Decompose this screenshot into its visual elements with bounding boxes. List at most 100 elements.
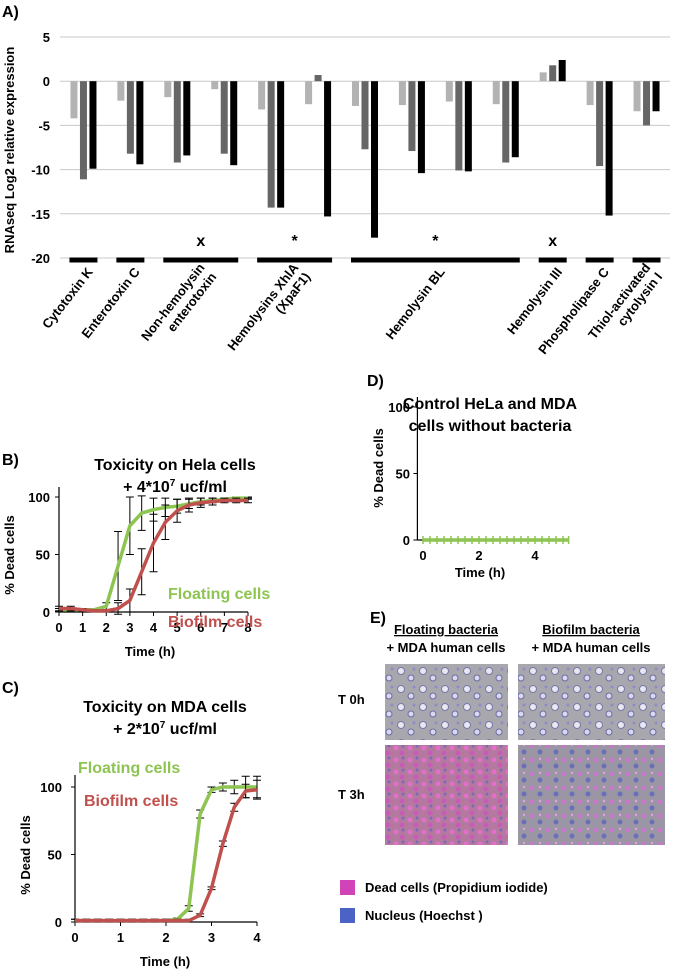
y-tick-label: 5 xyxy=(43,30,50,45)
bar xyxy=(586,81,594,106)
bar xyxy=(314,75,322,82)
y-tick-label: 0 xyxy=(403,533,410,548)
bar xyxy=(305,81,313,105)
x-tick-label: 4 xyxy=(150,620,158,635)
x-axis-label: Time (h) xyxy=(125,644,175,659)
bar xyxy=(117,81,125,101)
group-label: Hemolysins XhlA(XpaF1) xyxy=(224,260,313,363)
x-tick-label: 7 xyxy=(221,620,228,635)
bar xyxy=(652,81,660,112)
y-axis-label: % Dead cells xyxy=(18,815,33,895)
subtitle-text: ucf/ml xyxy=(175,479,227,496)
legend-label: Dead cells (Propidium iodide) xyxy=(365,880,548,895)
series-label: Floating cells xyxy=(168,586,270,603)
x-tick-label: 2 xyxy=(103,620,110,635)
subtitle-text: ucf/ml xyxy=(165,721,217,738)
x-tick-label: 5 xyxy=(174,620,181,635)
bar xyxy=(464,81,472,172)
x-tick-label: 4 xyxy=(253,930,261,945)
bar xyxy=(79,81,87,180)
bar xyxy=(539,72,547,82)
y-tick-label: 100 xyxy=(40,780,62,795)
x-tick-label: 8 xyxy=(244,620,251,635)
legend-label: Nucleus (Hoechst ) xyxy=(365,908,483,923)
bar xyxy=(633,81,641,112)
x-tick-label: 3 xyxy=(126,620,133,635)
micrograph xyxy=(518,664,665,740)
bar xyxy=(126,81,134,154)
x-tick-label: 2 xyxy=(162,930,169,945)
y-axis-label: % Dead cells xyxy=(2,515,17,595)
x-tick-label: 4 xyxy=(531,548,539,563)
y-tick-label: -15 xyxy=(31,207,50,222)
x-tick-label: 1 xyxy=(79,620,86,635)
bar xyxy=(220,81,228,154)
y-tick-label: -10 xyxy=(31,163,50,178)
bar xyxy=(70,81,78,119)
series-label: Biofilm cells xyxy=(84,793,178,810)
bar xyxy=(371,81,378,238)
bar xyxy=(136,81,144,165)
series-label: Floating cells xyxy=(78,760,180,777)
significance-mark: x xyxy=(196,233,205,250)
panel-label: E) xyxy=(370,610,386,627)
group-label: Non-hemolysinenterotoxin xyxy=(138,260,219,353)
x-tick-label: 0 xyxy=(71,930,78,945)
bar xyxy=(511,81,519,158)
bar xyxy=(502,81,510,163)
group-label: Hemolysin BL xyxy=(383,265,448,343)
y-tick-label: -20 xyxy=(31,251,50,266)
bar xyxy=(277,81,285,208)
chart-title: Control HeLa and MDA xyxy=(403,396,578,413)
y-tick-label: 100 xyxy=(388,400,410,415)
micrograph xyxy=(518,745,665,845)
bar xyxy=(492,81,500,105)
column-header: Biofilm bacteria xyxy=(542,622,640,637)
subtitle-sup: 7 xyxy=(160,720,166,731)
y-tick-label: 50 xyxy=(36,548,50,563)
x-tick-label: 0 xyxy=(419,548,426,563)
series-label: Biofilm cells xyxy=(168,614,262,631)
subtitle-text: + 4*10 xyxy=(123,479,170,496)
panel-label: C) xyxy=(2,680,19,697)
subtitle-text: cells without bacteria xyxy=(409,418,572,435)
y-tick-label: 0 xyxy=(43,74,50,89)
bar xyxy=(211,81,219,90)
x-axis-label: Time (h) xyxy=(455,565,505,580)
significance-mark: * xyxy=(291,233,298,250)
bar xyxy=(398,81,406,106)
bar xyxy=(173,81,181,163)
chart-subtitle: + 4*107 ucf/ml xyxy=(123,478,227,496)
y-tick-label: 100 xyxy=(28,490,50,505)
bar xyxy=(230,81,238,166)
y-tick-label: 0 xyxy=(43,605,50,620)
chart-title: Toxicity on Hela cells xyxy=(94,457,256,474)
legend-swatch xyxy=(340,880,355,895)
significance-mark: x xyxy=(548,233,557,250)
panel-e: E) Floating bacteria + MDA human cells B… xyxy=(338,610,665,923)
x-axis-label: Time (h) xyxy=(140,954,190,969)
x-tick-label: 3 xyxy=(208,930,215,945)
column-header: + MDA human cells xyxy=(386,640,505,655)
row-header: T 3h xyxy=(338,787,365,802)
bar xyxy=(408,81,416,152)
bar xyxy=(324,81,332,217)
chart-subtitle: + 2*107 ucf/ml xyxy=(113,720,217,738)
bar xyxy=(558,59,566,82)
bar xyxy=(258,81,266,110)
y-tick-label: -5 xyxy=(38,118,50,133)
bar xyxy=(605,81,613,216)
series-line xyxy=(75,787,258,923)
bar xyxy=(549,65,557,82)
x-tick-label: 1 xyxy=(117,930,124,945)
chart-title: Toxicity on MDA cells xyxy=(83,699,247,716)
y-tick-label: 0 xyxy=(55,915,62,930)
bar xyxy=(89,81,97,169)
series-line xyxy=(59,498,248,613)
x-tick-label: 0 xyxy=(55,620,62,635)
y-tick-label: 50 xyxy=(396,467,410,482)
bar xyxy=(183,81,191,156)
x-tick-label: 2 xyxy=(475,548,482,563)
bar xyxy=(361,81,369,150)
bar xyxy=(455,81,463,171)
